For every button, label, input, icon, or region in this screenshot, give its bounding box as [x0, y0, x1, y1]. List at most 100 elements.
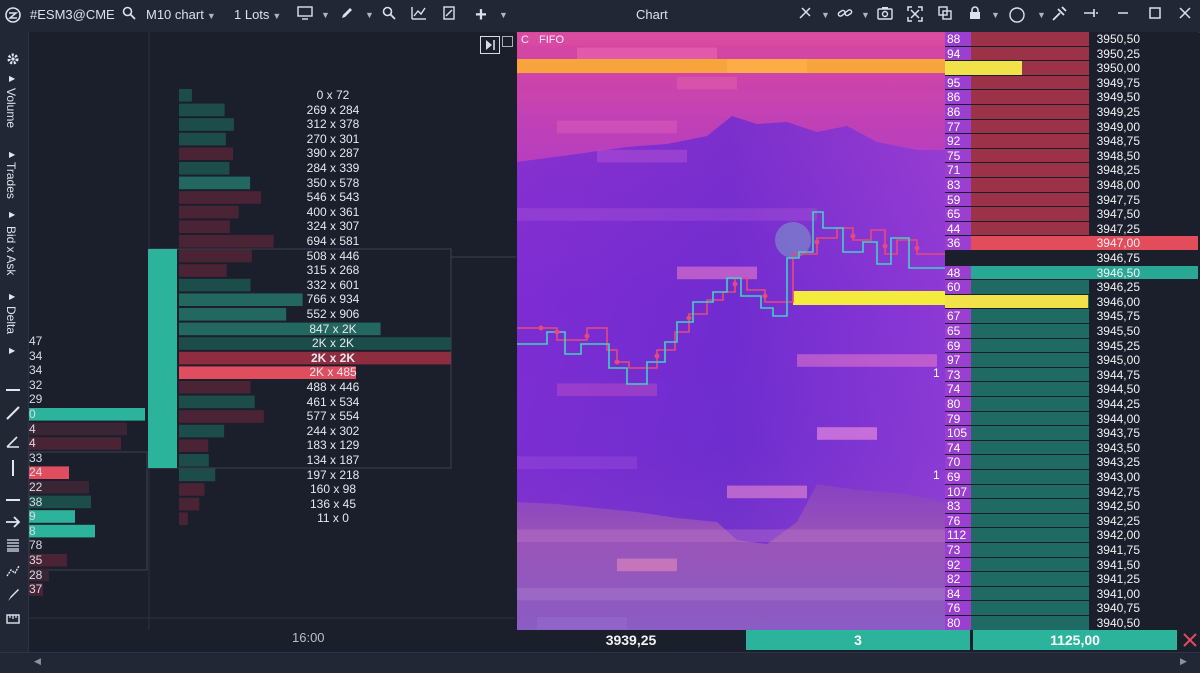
chevron-down-icon[interactable]: ▼ [861, 10, 870, 20]
dom-row[interactable]: 69 3945,25 [945, 338, 1198, 354]
zoom-icon[interactable] [380, 6, 398, 24]
dom-row[interactable]: 92 3948,75 [945, 134, 1198, 149]
vertical-line-icon[interactable] [4, 460, 22, 478]
chevron-right-icon[interactable]: ▶ [9, 74, 16, 83]
crosshair-tools-icon[interactable] [796, 6, 814, 24]
dom-row[interactable]: 82 3941,25 [945, 572, 1198, 587]
dom-row[interactable]: 73 3941,75 [945, 543, 1198, 558]
theme-circle-icon[interactable] [1008, 6, 1026, 24]
scroll-right-icon[interactable]: ▶ [1180, 656, 1187, 666]
search-icon[interactable] [120, 6, 138, 24]
order-price-field[interactable]: 1125,00 [973, 630, 1177, 650]
dom-row[interactable]: 65 3945,50 [945, 324, 1198, 339]
dom-row[interactable]: 88 3950,50 [945, 32, 1198, 47]
chevron-right-icon[interactable]: ▶ [9, 346, 16, 355]
dom-row[interactable]: 77 3949,00 [945, 119, 1198, 135]
dom-row[interactable]: 70 3943,25 [945, 455, 1198, 470]
dom-row[interactable]: 112 3942,00 [945, 528, 1198, 543]
volume-profile-pane[interactable]: 0 x 72 269 x 284 312 x 378 270 x 301 390 x 2… [29, 32, 516, 645]
dom-row[interactable]: 75 3948,50 [945, 148, 1198, 164]
dom-row[interactable]: 86 3949,25 [945, 105, 1198, 120]
dom-row[interactable]: 71 3948,25 [945, 163, 1198, 178]
arrow-icon[interactable] [4, 514, 22, 532]
horizontal-line-icon[interactable] [4, 378, 22, 396]
chevron-down-icon[interactable]: ▼ [821, 10, 830, 20]
dom-row[interactable]: 76 3942,25 [945, 513, 1198, 529]
dom-row[interactable]: 3946,75 [945, 251, 1198, 266]
brush-icon[interactable] [4, 588, 22, 606]
dom-row[interactable]: 105 3943,75 [945, 426, 1198, 441]
sidebar-volume-tab[interactable]: Volume [4, 88, 18, 129]
chevron-right-icon[interactable]: ▶ [9, 150, 16, 159]
dom-row[interactable]: 86 3949,50 [945, 90, 1198, 105]
dom-row[interactable]: 83 3942,50 [945, 499, 1198, 514]
dom-row[interactable]: 74 3943,50 [945, 440, 1198, 456]
chevron-down-icon[interactable]: ▼ [991, 10, 1000, 20]
dom-row[interactable]: 97 3945,00 [945, 353, 1198, 368]
lots-dropdown[interactable]: 1 Lots ▼ [234, 7, 281, 22]
dom-row[interactable]: 65 3947,50 [945, 207, 1198, 222]
mode-label[interactable]: C [521, 34, 529, 46]
dom-row[interactable]: 79 3944,00 [945, 411, 1198, 427]
symbol-label[interactable]: #ESM3@CME [30, 7, 115, 22]
angle-icon[interactable] [4, 434, 22, 452]
dom-row[interactable]: 48 3946,50 [945, 265, 1198, 281]
dom-row[interactable]: 74 3944,50 [945, 382, 1198, 397]
gear-icon[interactable] [4, 52, 22, 70]
dom-row[interactable]: 76 3940,75 [945, 601, 1198, 616]
horizontal-scrollbar[interactable]: ◀ ▶ [0, 652, 1200, 673]
dom-row[interactable]: 80 3944,25 [945, 397, 1198, 412]
template-icon[interactable] [440, 6, 458, 24]
chevron-down-icon[interactable]: ▼ [1037, 10, 1046, 20]
chevron-down-icon[interactable]: ▼ [499, 10, 508, 20]
horizontal-ray-icon[interactable] [4, 488, 22, 506]
dom-row[interactable]: 94 3950,25 [945, 46, 1198, 62]
dom-row[interactable]: 73 3944,75 [945, 367, 1198, 383]
chevron-right-icon[interactable]: ▶ [9, 292, 16, 301]
dom-row[interactable]: 80 3940,50 [945, 616, 1198, 630]
link-icon[interactable] [836, 6, 854, 24]
lock-icon[interactable] [966, 6, 984, 24]
chevron-down-icon[interactable]: ▼ [321, 10, 330, 20]
play-button[interactable] [480, 36, 500, 54]
path-icon[interactable] [4, 564, 22, 582]
add-icon[interactable]: + [475, 4, 487, 26]
maximize-icon[interactable] [1146, 6, 1164, 24]
settings-tools-icon[interactable] [1050, 6, 1068, 24]
dom-row[interactable]: 36 3947,00 [945, 236, 1198, 251]
scroll-left-icon[interactable]: ◀ [34, 656, 41, 666]
chevron-right-icon[interactable]: ▶ [9, 210, 16, 219]
fibonacci-icon[interactable] [4, 538, 22, 556]
cancel-order-button[interactable] [1181, 630, 1199, 650]
dom-row[interactable]: 84 3941,00 [945, 586, 1198, 602]
copy-icon[interactable] [936, 6, 954, 24]
fullscreen-icon[interactable] [906, 6, 924, 24]
panel-toggle-checkbox[interactable] [502, 36, 513, 47]
dom-row[interactable]: 59 3947,75 [945, 192, 1198, 208]
minimize-icon[interactable] [1114, 6, 1132, 24]
dom-row[interactable]: 67 3945,75 [945, 309, 1198, 324]
dom-row[interactable]: 95 3949,75 [945, 75, 1198, 91]
sidebar-bidask-tab[interactable]: Bid x Ask [4, 226, 18, 276]
camera-icon[interactable] [876, 6, 894, 24]
timeframe-dropdown[interactable]: M10 chart ▼ [146, 7, 216, 22]
ruler-icon[interactable] [4, 612, 22, 630]
close-icon[interactable] [1176, 6, 1194, 24]
dom-row[interactable]: 60 3946,25 [945, 280, 1198, 295]
sidebar-trades-tab[interactable]: Trades [4, 162, 18, 199]
trend-line-icon[interactable] [4, 406, 22, 424]
pencil-icon[interactable] [338, 6, 356, 24]
chevron-down-icon[interactable]: ▼ [365, 10, 374, 20]
dom-row[interactable]: 44 3947,25 [945, 221, 1198, 237]
dom-row[interactable]: 107 3942,75 [945, 484, 1198, 500]
sidebar-delta-tab[interactable]: Delta [4, 306, 18, 335]
dom-row[interactable]: 69 3943,00 [945, 470, 1198, 485]
heatmap-chart[interactable]: C FIFO 1 1 [517, 32, 945, 630]
monitor-icon[interactable] [296, 6, 314, 24]
dom-row[interactable]: 83 3948,00 [945, 178, 1198, 193]
app-logo-icon[interactable] [4, 6, 22, 24]
dom-ladder[interactable]: 883950,50943950,252373950,00953949,75863… [945, 32, 1198, 630]
quantity-field[interactable]: 3 [746, 630, 970, 650]
dom-row[interactable]: 92 3941,50 [945, 557, 1198, 573]
pin-icon[interactable] [1082, 6, 1100, 24]
